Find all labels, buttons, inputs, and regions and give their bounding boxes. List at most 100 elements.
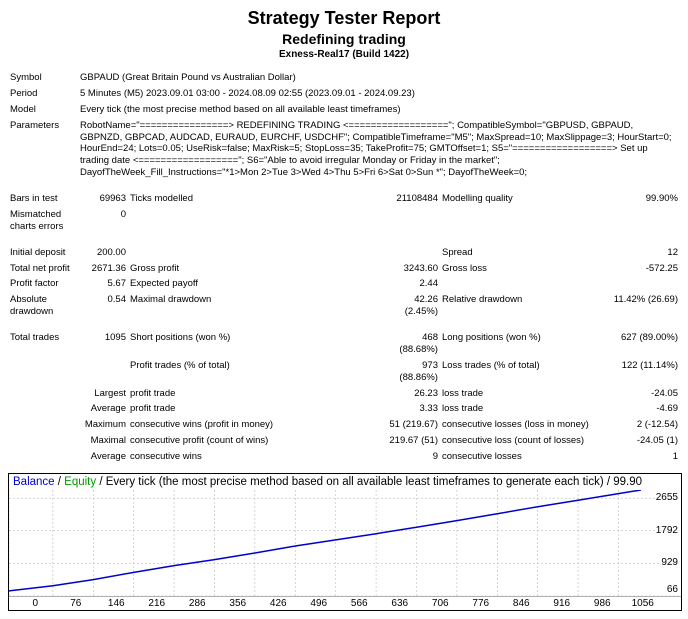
netprofit-label: Total net profit <box>8 261 78 277</box>
absdrawdown-label: Absolute drawdown <box>8 292 78 320</box>
report-title: Strategy Tester Report <box>8 8 680 29</box>
row-deposit: Initial deposit 200.00 Spread 12 <box>8 245 680 261</box>
row-avg-consec: Average consecutive wins 9 consecutive l… <box>8 449 680 465</box>
bars-label: Bars in test <box>8 191 78 207</box>
reldrawdown-value: 11.42% (26.69) <box>600 292 680 320</box>
report-subtitle: Redefining trading <box>8 31 680 47</box>
model-label: Model <box>8 102 78 118</box>
absdrawdown-value: 0.54 <box>78 292 128 320</box>
ticks-label: Ticks modelled <box>128 191 380 207</box>
row-largest: Largest profit trade 26.23 loss trade -2… <box>8 386 680 402</box>
ticks-value: 21108484 <box>380 191 440 207</box>
avg-consec-losses-label: consecutive losses <box>440 449 600 465</box>
profittrades-value: 973 (88.86%) <box>380 358 440 386</box>
period-value: 5 Minutes (M5) 2023.09.01 03:00 - 2024.0… <box>78 86 680 102</box>
largest-profit-value: 26.23 <box>380 386 440 402</box>
totaltrades-label: Total trades <box>8 330 78 358</box>
row-netprofit: Total net profit 2671.36 Gross profit 32… <box>8 261 680 277</box>
row-profittrades: Profit trades (% of total) 973 (88.86%) … <box>8 358 680 386</box>
parameters-label: Parameters <box>8 118 78 181</box>
chart-ytick: 1792 <box>655 525 679 536</box>
balance-label: Balance <box>13 476 55 488</box>
shortpos-value: 468 (88.68%) <box>380 330 440 358</box>
maximal-profit-label: consecutive profit (count of wins) <box>128 433 380 449</box>
row-period: Period 5 Minutes (M5) 2023.09.01 03:00 -… <box>8 86 680 102</box>
expectedpayoff-value: 2.44 <box>380 276 440 292</box>
row-maximal-consec: Maximal consecutive profit (count of win… <box>8 433 680 449</box>
equity-line-svg <box>9 490 681 596</box>
avg-consec-wins-value: 9 <box>380 449 440 465</box>
row-bars: Bars in test 69963 Ticks modelled 211084… <box>8 191 680 207</box>
chart-plot-area: 66 929 1792 2655 <box>9 490 681 596</box>
row-parameters: Parameters RobotName="================> … <box>8 118 680 181</box>
largest-loss-label: loss trade <box>440 386 600 402</box>
maxdrawdown-value: 42.26 (2.45%) <box>380 292 440 320</box>
maximal-label: Maximal <box>78 433 128 449</box>
avg-consec-wins-label: consecutive wins <box>128 449 380 465</box>
equity-label: Equity <box>64 476 96 488</box>
longpos-label: Long positions (won %) <box>440 330 600 358</box>
period-label: Period <box>8 86 78 102</box>
row-totaltrades: Total trades 1095 Short positions (won %… <box>8 330 680 358</box>
chart-xaxis: 0761462162863564264965666367067768469169… <box>9 596 681 610</box>
row-drawdown: Absolute drawdown 0.54 Maximal drawdown … <box>8 292 680 320</box>
parameters-value: RobotName="================> REDEFINING … <box>78 118 680 181</box>
row-model: Model Every tick (the most precise metho… <box>8 102 680 118</box>
average-loss-label: loss trade <box>440 401 600 417</box>
largest-label: Largest <box>78 386 128 402</box>
grossprofit-value: 3243.60 <box>380 261 440 277</box>
maximal-profit-value: 219.67 (51) <box>380 433 440 449</box>
chart-ytick: 2655 <box>655 492 679 503</box>
deposit-label: Initial deposit <box>8 245 78 261</box>
profittrades-label: Profit trades (% of total) <box>128 358 380 386</box>
row-max-consec: Maximum consecutive wins (profit in mone… <box>8 417 680 433</box>
average-profit-value: 3.33 <box>380 401 440 417</box>
losstrades-value: 122 (11.14%) <box>600 358 680 386</box>
maximum-label: Maximum <box>78 417 128 433</box>
mismatched-label: Mismatched charts errors <box>8 207 78 235</box>
grossprofit-label: Gross profit <box>128 261 380 277</box>
mismatched-value: 0 <box>78 207 128 235</box>
row-mismatched: Mismatched charts errors 0 <box>8 207 680 235</box>
row-symbol: Symbol GBPAUD (Great Britain Pound vs Au… <box>8 70 680 86</box>
max-consec-losses-label: consecutive losses (loss in money) <box>440 417 600 433</box>
profitfactor-label: Profit factor <box>8 276 78 292</box>
average-label: Average <box>78 401 128 417</box>
row-profitfactor: Profit factor 5.67 Expected payoff 2.44 <box>8 276 680 292</box>
chart-header: Balance / Equity / Every tick (the most … <box>9 474 681 490</box>
report-container: Strategy Tester Report Redefining tradin… <box>0 0 688 619</box>
losstrades-label: Loss trades (% of total) <box>440 358 600 386</box>
max-consec-wins-value: 51 (219.67) <box>380 417 440 433</box>
profitfactor-value: 5.67 <box>78 276 128 292</box>
equity-chart: Balance / Equity / Every tick (the most … <box>8 473 682 611</box>
expectedpayoff-label: Expected payoff <box>128 276 380 292</box>
report-table: Symbol GBPAUD (Great Britain Pound vs Au… <box>8 70 680 465</box>
grossloss-value: -572.25 <box>600 261 680 277</box>
netprofit-value: 2671.36 <box>78 261 128 277</box>
longpos-value: 627 (89.00%) <box>600 330 680 358</box>
deposit-value: 200.00 <box>78 245 128 261</box>
server-line: Exness-Real17 (Build 1422) <box>8 49 680 60</box>
chart-ytick: 929 <box>660 557 679 568</box>
average-loss-value: -4.69 <box>600 401 680 417</box>
bars-value: 69963 <box>78 191 128 207</box>
spread-label: Spread <box>440 245 600 261</box>
model-value: Every tick (the most precise method base… <box>78 102 680 118</box>
grossloss-label: Gross loss <box>440 261 600 277</box>
reldrawdown-label: Relative drawdown <box>440 292 600 320</box>
chart-header-tail: / Every tick (the most precise method ba… <box>99 476 642 488</box>
totaltrades-value: 1095 <box>78 330 128 358</box>
symbol-value: GBPAUD (Great Britain Pound vs Australia… <box>78 70 680 86</box>
maxdrawdown-label: Maximal drawdown <box>128 292 380 320</box>
max-consec-losses-value: 2 (-12.54) <box>600 417 680 433</box>
avg-consec-label: Average <box>78 449 128 465</box>
maximal-loss-value: -24.05 (1) <box>600 433 680 449</box>
largest-loss-value: -24.05 <box>600 386 680 402</box>
modelling-quality-value: 99.90% <box>600 191 680 207</box>
shortpos-label: Short positions (won %) <box>128 330 380 358</box>
row-average-trade: Average profit trade 3.33 loss trade -4.… <box>8 401 680 417</box>
chart-ytick: 66 <box>666 584 679 595</box>
symbol-label: Symbol <box>8 70 78 86</box>
average-profit-label: profit trade <box>128 401 380 417</box>
spread-value: 12 <box>600 245 680 261</box>
